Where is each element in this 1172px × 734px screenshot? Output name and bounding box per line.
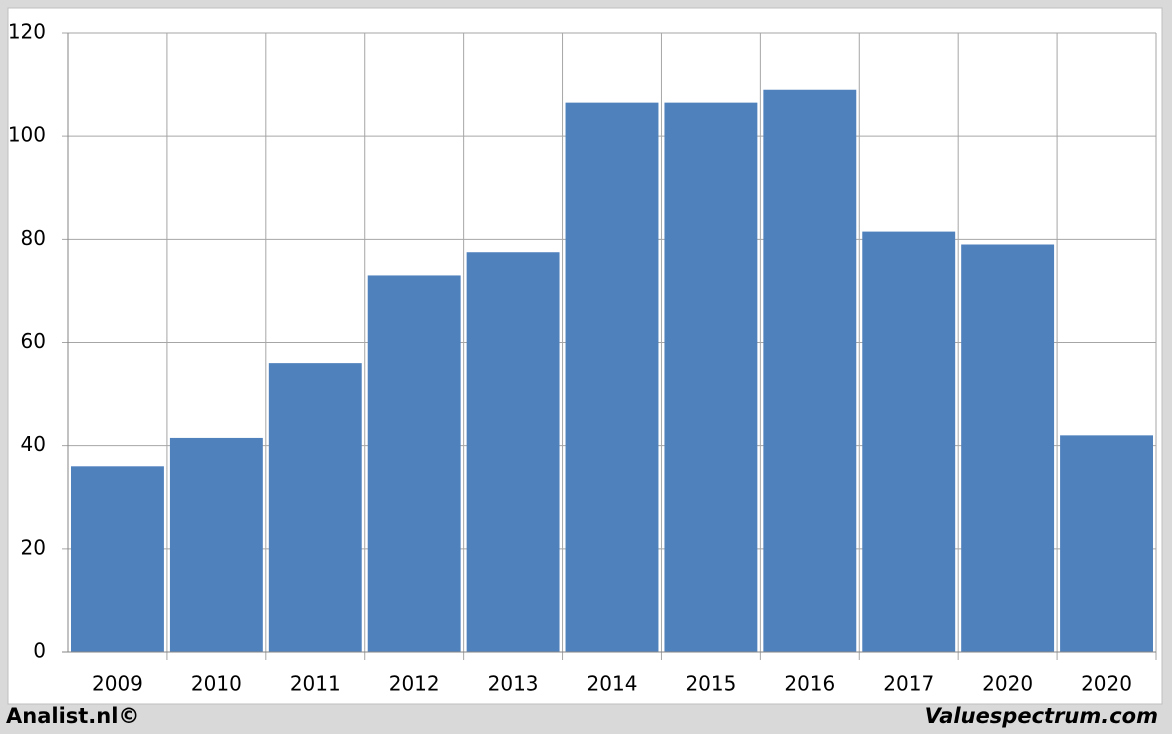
bar [664, 102, 758, 652]
footer-left: Analist.nl© [6, 704, 139, 728]
bar [961, 244, 1055, 652]
bar [1060, 435, 1153, 652]
x-tick-label: 2016 [784, 672, 835, 696]
x-tick-label: 2013 [488, 672, 539, 696]
x-tick-label: 2009 [92, 672, 143, 696]
bar [71, 466, 164, 652]
x-tick-label: 2014 [587, 672, 638, 696]
footer-right: Valuespectrum.com [925, 704, 1158, 728]
y-tick-label: 0 [33, 639, 46, 663]
bar [268, 363, 362, 652]
bar [169, 437, 263, 652]
bar [367, 275, 461, 652]
x-tick-label: 2010 [191, 672, 242, 696]
y-tick-label: 120 [8, 20, 46, 44]
y-tick-label: 80 [21, 226, 46, 250]
bar [466, 252, 560, 652]
x-tick-label: 2020 [982, 672, 1033, 696]
x-tick-label: 2011 [290, 672, 341, 696]
bar [862, 231, 956, 653]
bar [565, 102, 659, 652]
bar [763, 89, 857, 652]
y-tick-label: 60 [21, 329, 46, 353]
y-tick-label: 40 [21, 432, 46, 456]
x-tick-label: 2012 [389, 672, 440, 696]
y-tick-label: 20 [21, 535, 46, 559]
x-tick-label: 2017 [883, 672, 934, 696]
x-tick-label: 2020 [1081, 672, 1132, 696]
x-tick-label: 2015 [685, 672, 736, 696]
y-tick-label: 100 [8, 123, 46, 147]
